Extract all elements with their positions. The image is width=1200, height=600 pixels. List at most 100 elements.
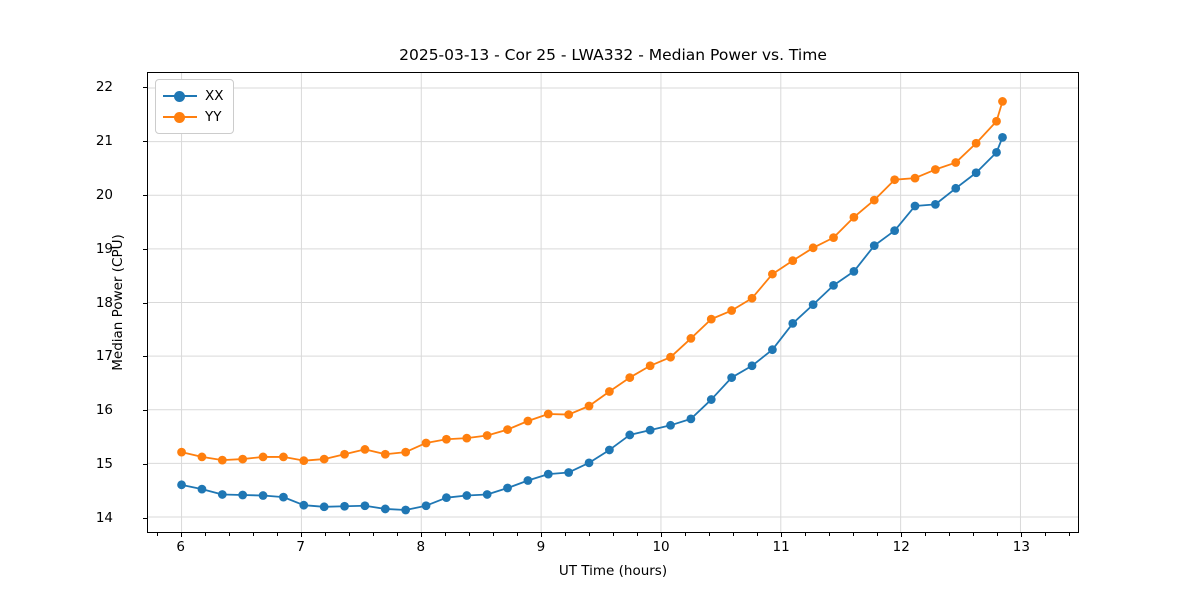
data-point-yy <box>217 455 227 465</box>
chart-legend: XX YY <box>155 79 234 134</box>
y-axis-label: Median Power (CPU) <box>110 234 126 371</box>
data-point-yy <box>666 352 675 362</box>
data-point-xx <box>998 132 1007 142</box>
x-tick-label: 13 <box>1012 539 1030 555</box>
x-tick-mark-minor <box>1045 533 1047 536</box>
x-tick-mark-minor <box>1069 533 1071 536</box>
x-tick-mark-minor <box>997 533 999 536</box>
x-tick-label: 12 <box>892 539 910 555</box>
data-point-yy <box>930 165 940 174</box>
data-point-xx <box>503 483 512 493</box>
data-point-yy <box>421 438 431 448</box>
x-tick-mark-minor <box>829 533 831 536</box>
x-tick-mark <box>1021 533 1023 537</box>
data-point-yy <box>768 269 777 279</box>
data-series-layer <box>177 97 1007 515</box>
series-line-xx <box>180 136 1004 511</box>
gridlines <box>148 73 1078 532</box>
data-point-xx <box>523 476 533 485</box>
data-point-yy <box>605 387 614 396</box>
data-point-yy <box>360 445 370 454</box>
x-tick-mark <box>661 533 663 537</box>
data-point-xx <box>625 430 635 440</box>
y-tick-label: 18 <box>95 294 113 311</box>
x-tick-mark-minor <box>492 533 494 536</box>
x-tick-mark-minor <box>276 533 278 536</box>
data-point-yy <box>523 416 533 426</box>
x-tick-mark-minor <box>613 533 614 536</box>
data-point-xx <box>421 501 431 511</box>
data-point-xx <box>645 425 655 435</box>
data-point-xx <box>829 280 838 290</box>
x-axis-label: UT Time (hours) <box>558 563 668 579</box>
data-point-yy <box>849 212 859 222</box>
data-point-xx <box>197 484 207 494</box>
data-point-xx <box>666 420 675 430</box>
x-tick-label: 9 <box>536 539 546 555</box>
x-tick-mark-minor <box>156 533 158 536</box>
legend-label-yy: YY <box>205 108 222 125</box>
x-tick-label: 7 <box>296 539 306 555</box>
x-tick-mark-minor <box>637 533 639 536</box>
data-point-yy <box>279 452 288 462</box>
x-tick-mark-minor <box>925 533 927 536</box>
data-point-xx <box>992 147 1001 157</box>
data-point-yy <box>727 306 737 315</box>
data-point-yy <box>238 454 248 464</box>
data-point-xx <box>869 241 879 251</box>
data-point-yy <box>971 138 981 148</box>
data-point-yy <box>788 256 798 266</box>
y-tick-label: 15 <box>95 456 113 473</box>
x-tick-mark-minor <box>372 533 374 536</box>
data-point-yy <box>747 293 757 303</box>
data-point-yy <box>503 425 512 434</box>
data-point-yy <box>625 373 635 382</box>
legend-item-yy: YY <box>163 106 224 127</box>
x-tick-mark <box>420 533 422 537</box>
data-point-xx <box>360 501 370 511</box>
data-point-yy <box>645 361 655 371</box>
data-point-xx <box>482 490 492 499</box>
data-point-xx <box>890 226 900 236</box>
data-point-xx <box>543 469 553 479</box>
data-point-xx <box>788 319 798 328</box>
chart-title: 2025-03-13 - Cor 25 - LWA332 - Median Po… <box>399 46 827 64</box>
data-point-xx <box>442 493 451 503</box>
data-point-xx <box>217 490 227 499</box>
x-tick-label: 10 <box>652 539 670 555</box>
data-point-yy <box>319 454 329 464</box>
x-tick-mark-minor <box>204 533 206 536</box>
y-tick-mark <box>143 248 147 250</box>
x-tick-mark-minor <box>252 533 254 536</box>
x-tick-label: 8 <box>416 539 426 555</box>
x-tick-mark-minor <box>709 533 711 536</box>
data-point-yy <box>951 158 961 167</box>
y-tick-label: 22 <box>95 79 113 96</box>
data-point-yy <box>808 243 818 253</box>
x-tick-mark-minor <box>588 533 590 536</box>
legend-marker-yy <box>174 111 185 123</box>
data-point-yy <box>584 401 594 411</box>
legend-item-xx: XX <box>163 85 224 106</box>
y-tick-mark <box>143 356 147 358</box>
y-tick-mark <box>143 194 147 196</box>
data-point-xx <box>319 502 329 512</box>
y-tick-label: 14 <box>95 509 113 526</box>
data-point-xx <box>177 480 186 490</box>
data-point-xx <box>910 201 920 211</box>
data-point-yy <box>869 195 879 205</box>
x-tick-mark-minor <box>516 533 518 536</box>
x-tick-mark-minor <box>228 533 230 536</box>
y-tick-mark <box>143 517 147 519</box>
legend-swatch-xx <box>163 89 197 103</box>
x-tick-mark-minor <box>396 533 398 536</box>
y-tick-label: 16 <box>95 402 113 419</box>
data-point-xx <box>299 500 309 510</box>
x-tick-mark <box>781 533 783 537</box>
data-point-yy <box>482 431 492 440</box>
x-tick-mark-minor <box>805 533 807 536</box>
data-point-xx <box>706 395 716 404</box>
data-point-yy <box>992 116 1001 126</box>
x-tick-mark-minor <box>973 533 975 536</box>
